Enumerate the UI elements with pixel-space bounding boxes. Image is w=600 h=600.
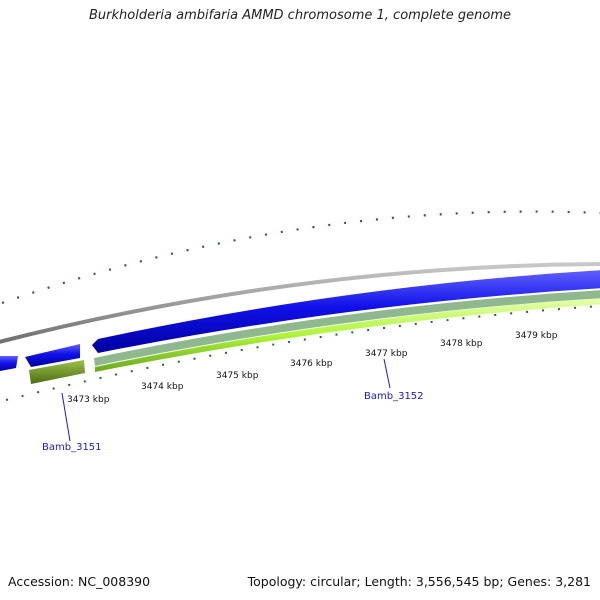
scale-ticks: 3473 kbp 3474 kbp 3475 kbp 3476 kbp 3477… xyxy=(67,331,558,405)
accession-text: Accession: NC_008390 xyxy=(8,574,151,589)
tick-label: 3479 kbp xyxy=(515,331,558,341)
reverse-cds-track xyxy=(29,290,600,384)
page-title: Burkholderia ambifaria AMMD chromosome 1… xyxy=(88,8,512,23)
gene-leader-line xyxy=(61,392,71,442)
tick-label: 3478 kbp xyxy=(440,339,483,349)
forward-cds-track xyxy=(0,270,600,372)
tick-label: 3473 kbp xyxy=(67,395,110,405)
gene-band-lower xyxy=(95,298,600,372)
gene-leader-line xyxy=(383,358,391,389)
gene-label[interactable]: Bamb_3152 xyxy=(364,391,424,402)
gene-arrow-main xyxy=(92,270,600,353)
tick-label: 3474 kbp xyxy=(141,382,184,392)
tick-label: 3476 kbp xyxy=(290,359,333,369)
tick-label: 3475 kbp xyxy=(216,371,259,381)
gene-arrow-left xyxy=(25,344,80,367)
gene-band-upper xyxy=(94,290,600,366)
backbone-arc xyxy=(0,262,600,344)
tick-label: 3477 kbp xyxy=(365,349,408,359)
gene-label[interactable]: Bamb_3151 xyxy=(42,442,102,453)
gene-block-olive xyxy=(29,360,85,384)
summary-text: Topology: circular; Length: 3,556,545 bp… xyxy=(247,574,591,589)
